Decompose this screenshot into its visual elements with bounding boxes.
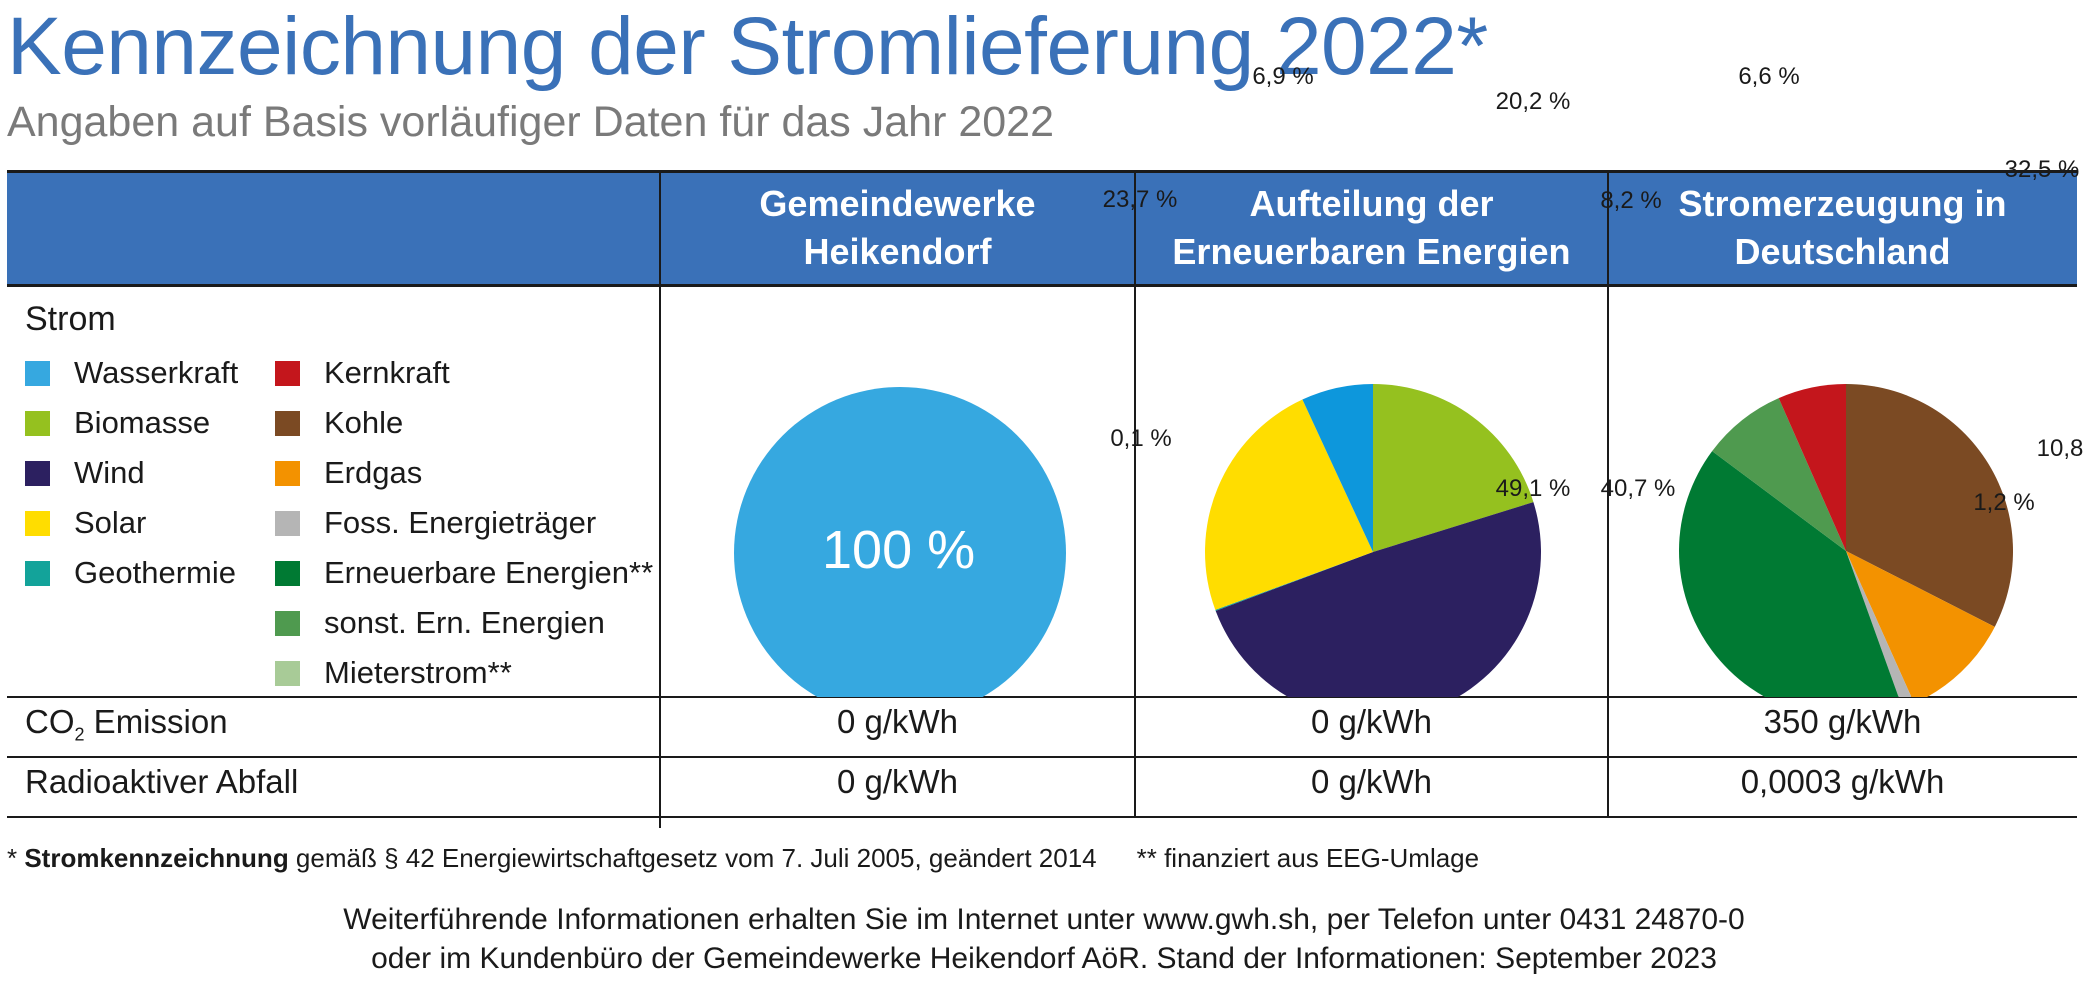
- legend-swatch: [275, 510, 300, 536]
- table-rule: [7, 816, 2077, 818]
- legend-label: Mieterstrom**: [324, 655, 512, 690]
- pie-data-label: 49,1 %: [1495, 475, 1571, 502]
- table-rule: [7, 696, 2077, 698]
- pie-data-label: 6,6 %: [1738, 63, 1800, 90]
- pie-data-label: 40,7 %: [1600, 475, 1676, 502]
- legend-swatch: [275, 460, 300, 486]
- pie-data-label: 100 %: [822, 520, 976, 580]
- info-line-1: Weiterführende Informationen erhalten Si…: [343, 903, 1745, 936]
- legend-label: Solar: [74, 505, 147, 540]
- legend-item: Erdgas: [275, 453, 422, 493]
- footnote: * Stromkennzeichnung gemäß § 42 Energiew…: [7, 843, 1480, 873]
- table-rule: [7, 756, 2077, 758]
- co2-label: CO2 Emission: [25, 703, 228, 745]
- legend-label: Biomasse: [74, 405, 211, 440]
- legend-label: Wind: [74, 455, 145, 490]
- legend-item: Wasserkraft: [25, 353, 238, 393]
- legend-item: Geothermie: [25, 553, 236, 593]
- header-gemeindewerke: Gemeindewerke Heikendorf: [759, 182, 1036, 272]
- pie-data-label: 1,2 %: [1973, 489, 2035, 516]
- legend-swatch: [25, 510, 50, 536]
- page-title: Kennzeichnung der Stromlieferung 2022*: [7, 1, 1488, 92]
- legend-item: Solar: [25, 503, 146, 543]
- pie-slice: [1846, 384, 2014, 627]
- table-header: Gemeindewerke Heikendorf Aufteilung der …: [7, 170, 2077, 285]
- legend-label: Geothermie: [74, 555, 236, 590]
- legend-item: Wind: [25, 453, 145, 493]
- pie-slice: [1679, 451, 1899, 697]
- legend-swatch: [25, 360, 50, 386]
- legend-item: Erneuerbare Energien**: [275, 553, 653, 593]
- legend-item: Mieterstrom**: [275, 653, 512, 693]
- legend-swatch: [275, 560, 300, 586]
- legend-label: Kohle: [324, 405, 404, 440]
- legend-swatch: [25, 410, 50, 436]
- pie-data-label: 32,5 %: [2004, 156, 2080, 183]
- legend-item: Biomasse: [25, 403, 210, 443]
- legend-swatch: [275, 610, 300, 636]
- pie-data-label: 8,2 %: [1600, 187, 1662, 214]
- pie-slice: [734, 387, 1066, 697]
- legend-label: Kernkraft: [324, 355, 450, 390]
- legend-item: Kernkraft: [275, 353, 450, 393]
- pie-slice: [1712, 398, 1846, 551]
- column-divider: [659, 170, 661, 828]
- table-rule: [7, 170, 2077, 173]
- strom-label: Strom: [25, 300, 116, 338]
- legend-label: Erdgas: [324, 455, 423, 490]
- pie-data-label: 23,7 %: [1102, 186, 1178, 213]
- legend-item: Kohle: [275, 403, 403, 443]
- legend-item: sonst. Ern. Energien: [275, 603, 605, 643]
- page-subtitle: Angaben auf Basis vorläufiger Daten für …: [7, 98, 1054, 146]
- pie-slice: [1215, 552, 1373, 611]
- legend-label: Wasserkraft: [74, 355, 239, 390]
- co2-value-gemeindewerke: 0 g/kWh: [836, 703, 959, 740]
- co2-value-erneuerbare: 0 g/kWh: [1310, 703, 1433, 740]
- pie-charts: [734, 384, 2014, 697]
- pie-slice: [1302, 384, 1373, 552]
- column-divider: [1134, 170, 1136, 816]
- legend-label: sonst. Ern. Energien: [324, 605, 605, 640]
- pie-slice: [1846, 551, 1995, 697]
- legend-item: Foss. Energieträger: [275, 503, 596, 543]
- energy-table: Gemeindewerke Heikendorf Aufteilung der …: [7, 63, 2088, 828]
- info-line-2: oder im Kundenbüro der Gemeindewerke Hei…: [371, 942, 1717, 975]
- radio-value-deutschland: 0,0003 g/kWh: [1740, 763, 1945, 800]
- header-erneuerbare: Aufteilung der Erneuerbaren Energien: [1172, 182, 1571, 272]
- legend-swatch: [275, 660, 300, 686]
- co2-value-deutschland: 350 g/kWh: [1763, 703, 1922, 740]
- pie-data-label: 6,9 %: [1252, 63, 1314, 90]
- legend-swatch: [25, 460, 50, 486]
- legend-swatch: [275, 360, 300, 386]
- table-rule: [7, 284, 2077, 287]
- column-divider: [1607, 170, 1609, 816]
- pie-data-label: 0,1 %: [1110, 425, 1172, 452]
- pie-slice: [1205, 399, 1373, 610]
- pie-slice: [1778, 384, 1846, 551]
- pie-slice: [1846, 551, 1912, 697]
- legend-swatch: [275, 410, 300, 436]
- footnote-eeg: ** finanziert aus EEG-Umlage: [1136, 843, 1480, 873]
- header-deutschland: Stromerzeugung in Deutschland: [1678, 182, 2007, 272]
- pie-data-label: 10,8 %: [2036, 435, 2088, 462]
- pie-data-label: 20,2 %: [1495, 88, 1571, 115]
- pie-slice: [1373, 384, 1534, 552]
- legend-label: Erneuerbare Energien**: [324, 555, 654, 590]
- radio-label: Radioaktiver Abfall: [25, 763, 299, 800]
- legend-label: Foss. Energieträger: [324, 505, 597, 540]
- radio-value-erneuerbare: 0 g/kWh: [1310, 763, 1433, 800]
- radio-value-gemeindewerke: 0 g/kWh: [836, 763, 959, 800]
- pie-slice: [1215, 502, 1541, 697]
- legend-swatch: [25, 560, 50, 586]
